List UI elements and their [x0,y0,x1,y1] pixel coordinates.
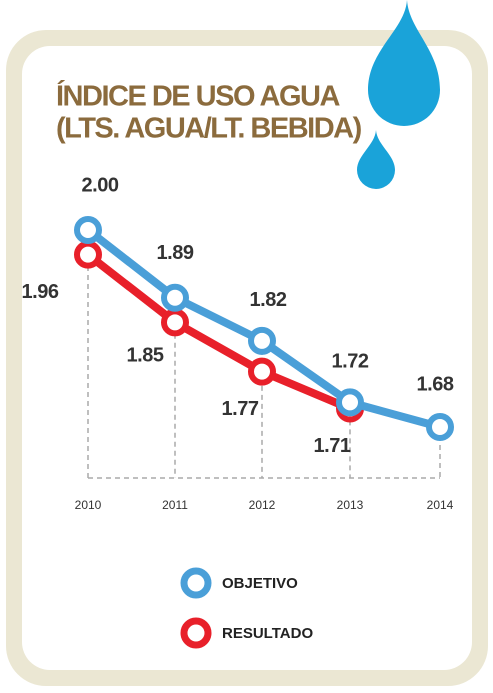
data-label: 1.77 [222,398,259,420]
x-tick-label: 2013 [337,498,364,512]
point [248,357,276,386]
data-label: 1.82 [250,289,287,311]
data-label: 1.89 [157,242,194,264]
legend-label: OBJETIVO [222,575,298,592]
data-label: 1.72 [332,351,369,373]
data-label: 1.68 [417,373,454,395]
drop [357,130,395,189]
x-tick-label: 2010 [75,498,102,512]
point [74,216,102,244]
drop [368,0,440,126]
data-label: 1.85 [127,345,164,367]
legend-marker [180,567,212,599]
point [161,283,189,312]
point [336,388,364,417]
panel [22,46,472,670]
data-label: 1.71 [314,435,351,457]
legend-label: RESULTADO [222,625,313,642]
x-tick-label: 2012 [249,498,276,512]
point [248,326,276,355]
series-line [85,251,352,413]
chart-subtitle: (LTS. AGUA/LT. BEBIDA) [56,113,362,145]
legend-marker [180,617,212,649]
x-tick-label: 2011 [162,498,188,512]
data-label: 1.96 [22,281,59,303]
chart-title: ÍNDICE DE USO AGUA [56,79,340,113]
point [426,413,454,441]
x-tick-label: 2014 [427,498,454,512]
point [74,240,102,269]
data-label: 2.00 [82,174,119,196]
point [161,308,189,337]
